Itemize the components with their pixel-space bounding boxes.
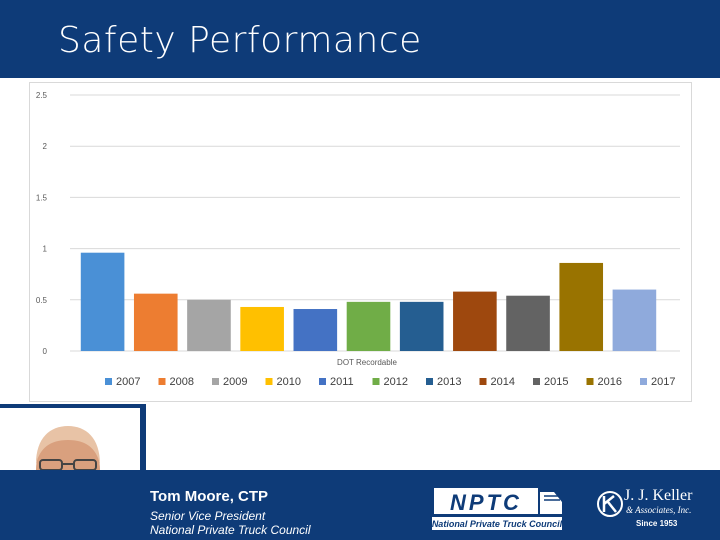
bar-2009: 2009: 0.5	[187, 299, 231, 351]
bar-2012: 2012: 0.48	[346, 301, 391, 351]
bar-2017: 2017: 0.6	[612, 289, 657, 351]
bar-2011: 2011: 0.41	[293, 309, 338, 351]
legend-swatch-2013	[426, 378, 433, 385]
y-tick-label: 2	[43, 142, 48, 151]
bar-2008: 2008: 0.56	[133, 293, 178, 351]
y-tick-label: 0.5	[36, 296, 48, 305]
slide-title: Safety Performance	[58, 20, 422, 61]
legend-swatch-2016	[586, 378, 594, 385]
chart-frame: 2007: 0.962008: 0.562009: 0.52010: 0.432…	[29, 82, 692, 402]
presenter-name: Tom Moore, CTP	[150, 488, 269, 505]
legend-label-2010: 2010	[277, 376, 301, 388]
legend-label-2009: 2009	[223, 376, 247, 388]
presenter-role: Senior Vice President	[150, 509, 266, 523]
bar-2016: 2016: 0.86	[559, 262, 604, 351]
legend-label-2013: 2013	[437, 376, 461, 388]
bar-2015: 2015: 0.54	[506, 295, 550, 351]
legend-swatch-2015	[533, 378, 540, 385]
legend-label-2017: 2017	[651, 376, 675, 388]
legend-swatch-2017	[640, 378, 647, 385]
bar-2010: 2010: 0.43	[240, 306, 284, 351]
legend-swatch-2012	[372, 378, 380, 385]
legend-label-2011: 2011	[330, 376, 354, 388]
footer-bar	[0, 470, 720, 540]
legend-label-2016: 2016	[598, 376, 622, 388]
legend-swatch-2009	[212, 378, 219, 385]
nptc-abbr: NPTC	[450, 490, 522, 515]
x-axis-label: DOT Recordable	[337, 358, 397, 367]
bar-2013: 2013: 0.48	[399, 301, 444, 351]
legend-layer: 2007 2008 2009 2010 2011 2012 2013 2014 2015 2016…	[105, 376, 675, 388]
legend-swatch-2008	[158, 378, 166, 385]
legend-label-2015: 2015	[544, 376, 568, 388]
bar-2014: 2014: 0.58	[453, 291, 497, 351]
presenter-org: National Private Truck Council	[150, 523, 311, 537]
bar-layer: 2007: 0.962008: 0.562009: 0.52010: 0.432…	[80, 252, 657, 351]
legend-swatch-2010	[265, 378, 273, 385]
bar-chart: 2007: 0.962008: 0.562009: 0.52010: 0.432…	[36, 91, 680, 388]
jjk-sub: & Associates, Inc.	[626, 505, 691, 515]
nptc-tagline: National Private Truck Council	[432, 519, 563, 529]
legend-label-2008: 2008	[170, 376, 194, 388]
legend-label-2007: 2007	[116, 376, 140, 388]
legend-label-2014: 2014	[491, 376, 515, 388]
legend-swatch-2007	[105, 378, 112, 385]
legend-swatch-2014	[479, 378, 487, 385]
y-tick-label: 0	[43, 347, 48, 356]
jjk-logo: J. J. Keller & Associates, Inc. Since 19…	[596, 482, 714, 537]
legend-label-2012: 2012	[384, 376, 408, 388]
legend-swatch-2011	[319, 378, 326, 385]
y-tick-label: 1	[43, 245, 48, 254]
bar-2007: 2007: 0.96	[80, 252, 125, 351]
label-layer: 0 0.5 1 1.5 2 2.5 DOT Recordable	[36, 91, 398, 367]
title-bar: Safety Performance	[0, 0, 720, 78]
jjk-since: Since 1953	[636, 519, 678, 528]
nptc-logo: NPTC National Private Truck Council	[432, 486, 568, 537]
jjk-name: J. J. Keller	[624, 487, 693, 504]
y-tick-label: 2.5	[36, 91, 48, 100]
y-tick-label: 1.5	[36, 193, 48, 202]
jjk-emblem-icon	[597, 491, 623, 517]
